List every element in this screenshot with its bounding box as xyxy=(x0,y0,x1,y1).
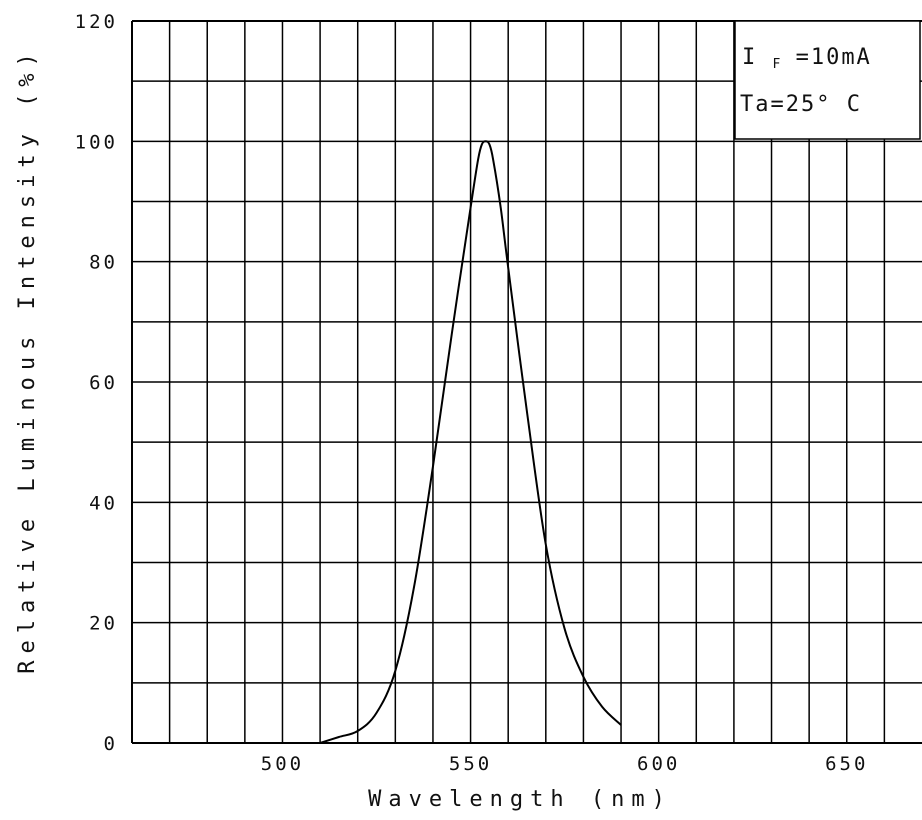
y-tick-label: 20 xyxy=(89,613,118,635)
x-tick-label: 500 xyxy=(261,753,304,775)
y-tick-label: 120 xyxy=(75,11,118,33)
curve-layer xyxy=(319,140,622,744)
annotation-line1: I F =10mA xyxy=(742,45,872,74)
x-tick-label: 650 xyxy=(825,753,868,775)
y-tick-labels: 0 20 40 60 80 100 120 xyxy=(75,11,118,755)
x-axis-title: Wavelength (nm) xyxy=(368,787,672,812)
y-tick-label: 100 xyxy=(75,131,118,153)
series-line xyxy=(319,140,622,744)
y-tick-label: 40 xyxy=(89,492,118,514)
x-tick-label: 600 xyxy=(637,753,680,775)
annotation-line2: Ta=25° C xyxy=(740,92,862,117)
annotation-current-value: =10mA xyxy=(796,45,872,70)
y-axis-title: Relative Luminous Intensity (%) xyxy=(15,46,40,674)
annotation-current-subscript: F xyxy=(773,57,781,72)
x-tick-labels: 500 550 600 650 xyxy=(261,753,868,775)
y-tick-label: 60 xyxy=(89,372,118,394)
y-tick-label: 0 xyxy=(104,733,118,755)
grid xyxy=(131,20,922,744)
annotation-box: I F =10mA Ta=25° C xyxy=(734,20,921,140)
annotation-current-symbol: I xyxy=(742,45,757,70)
y-tick-label: 80 xyxy=(89,252,118,274)
x-tick-label: 550 xyxy=(449,753,492,775)
